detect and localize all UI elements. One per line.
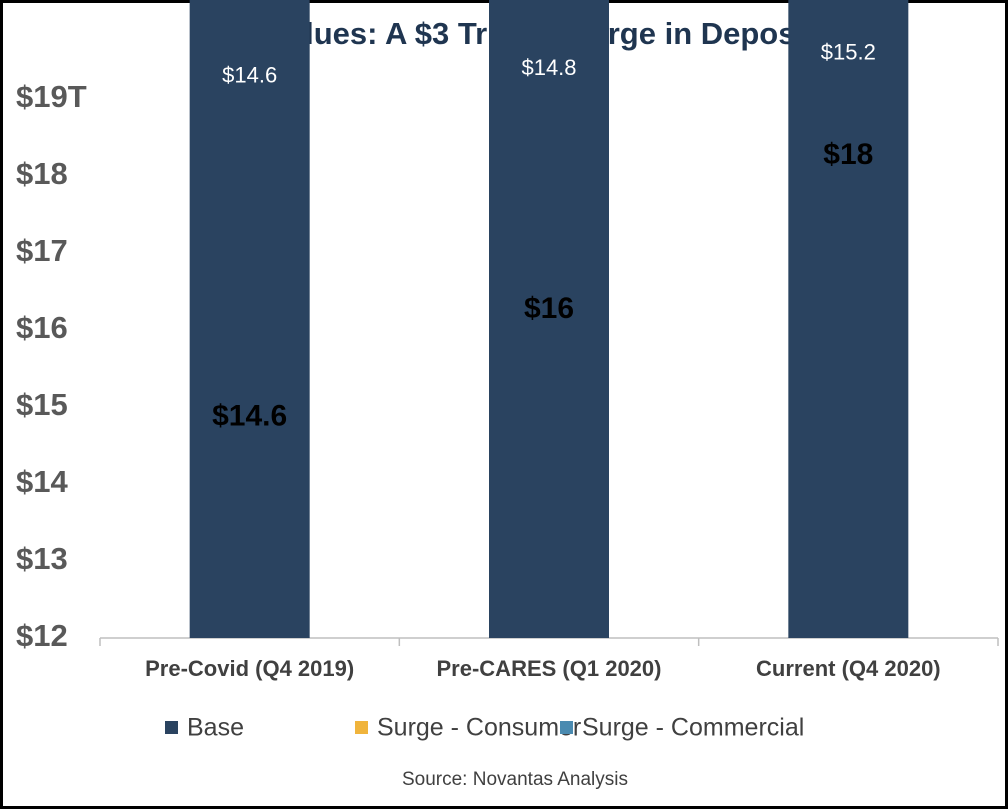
legend-swatch <box>355 721 368 734</box>
data-label: $14.8 <box>521 55 576 80</box>
y-tick-label: $14 <box>16 464 68 499</box>
legend-label: Surge - Commercial <box>582 714 804 742</box>
source: Source: Novantas Analysis <box>402 769 628 790</box>
y-tick-label: $15 <box>16 387 68 422</box>
x-tick-label: Current (Q4 2020) <box>756 656 941 681</box>
bar-segment <box>788 0 909 638</box>
y-tick-label: $12 <box>16 618 68 653</box>
bar-segment <box>189 0 310 638</box>
legend-label: Surge - Consumer <box>377 714 581 742</box>
x-tick-label: Pre-Covid (Q4 2019) <box>145 656 354 681</box>
data-label: $15.2 <box>821 40 876 65</box>
y-tick-label: $17 <box>16 233 68 268</box>
total-label: $16 <box>524 292 574 325</box>
legend-swatch <box>560 721 573 734</box>
data-label: $14.6 <box>222 63 277 88</box>
x-tick-label: Pre-CARES (Q1 2020) <box>437 656 662 681</box>
total-label: $14.6 <box>212 400 287 433</box>
legend-swatch <box>165 721 178 734</box>
y-tick-label: $16 <box>16 310 68 345</box>
total-label: $18 <box>823 138 873 171</box>
legend-label: Base <box>187 714 244 742</box>
bar-segment <box>489 0 609 638</box>
y-tick-label: $18 <box>16 156 68 191</box>
y-tick-label: $13 <box>16 541 68 576</box>
y-tick-label: $19T <box>16 79 87 114</box>
